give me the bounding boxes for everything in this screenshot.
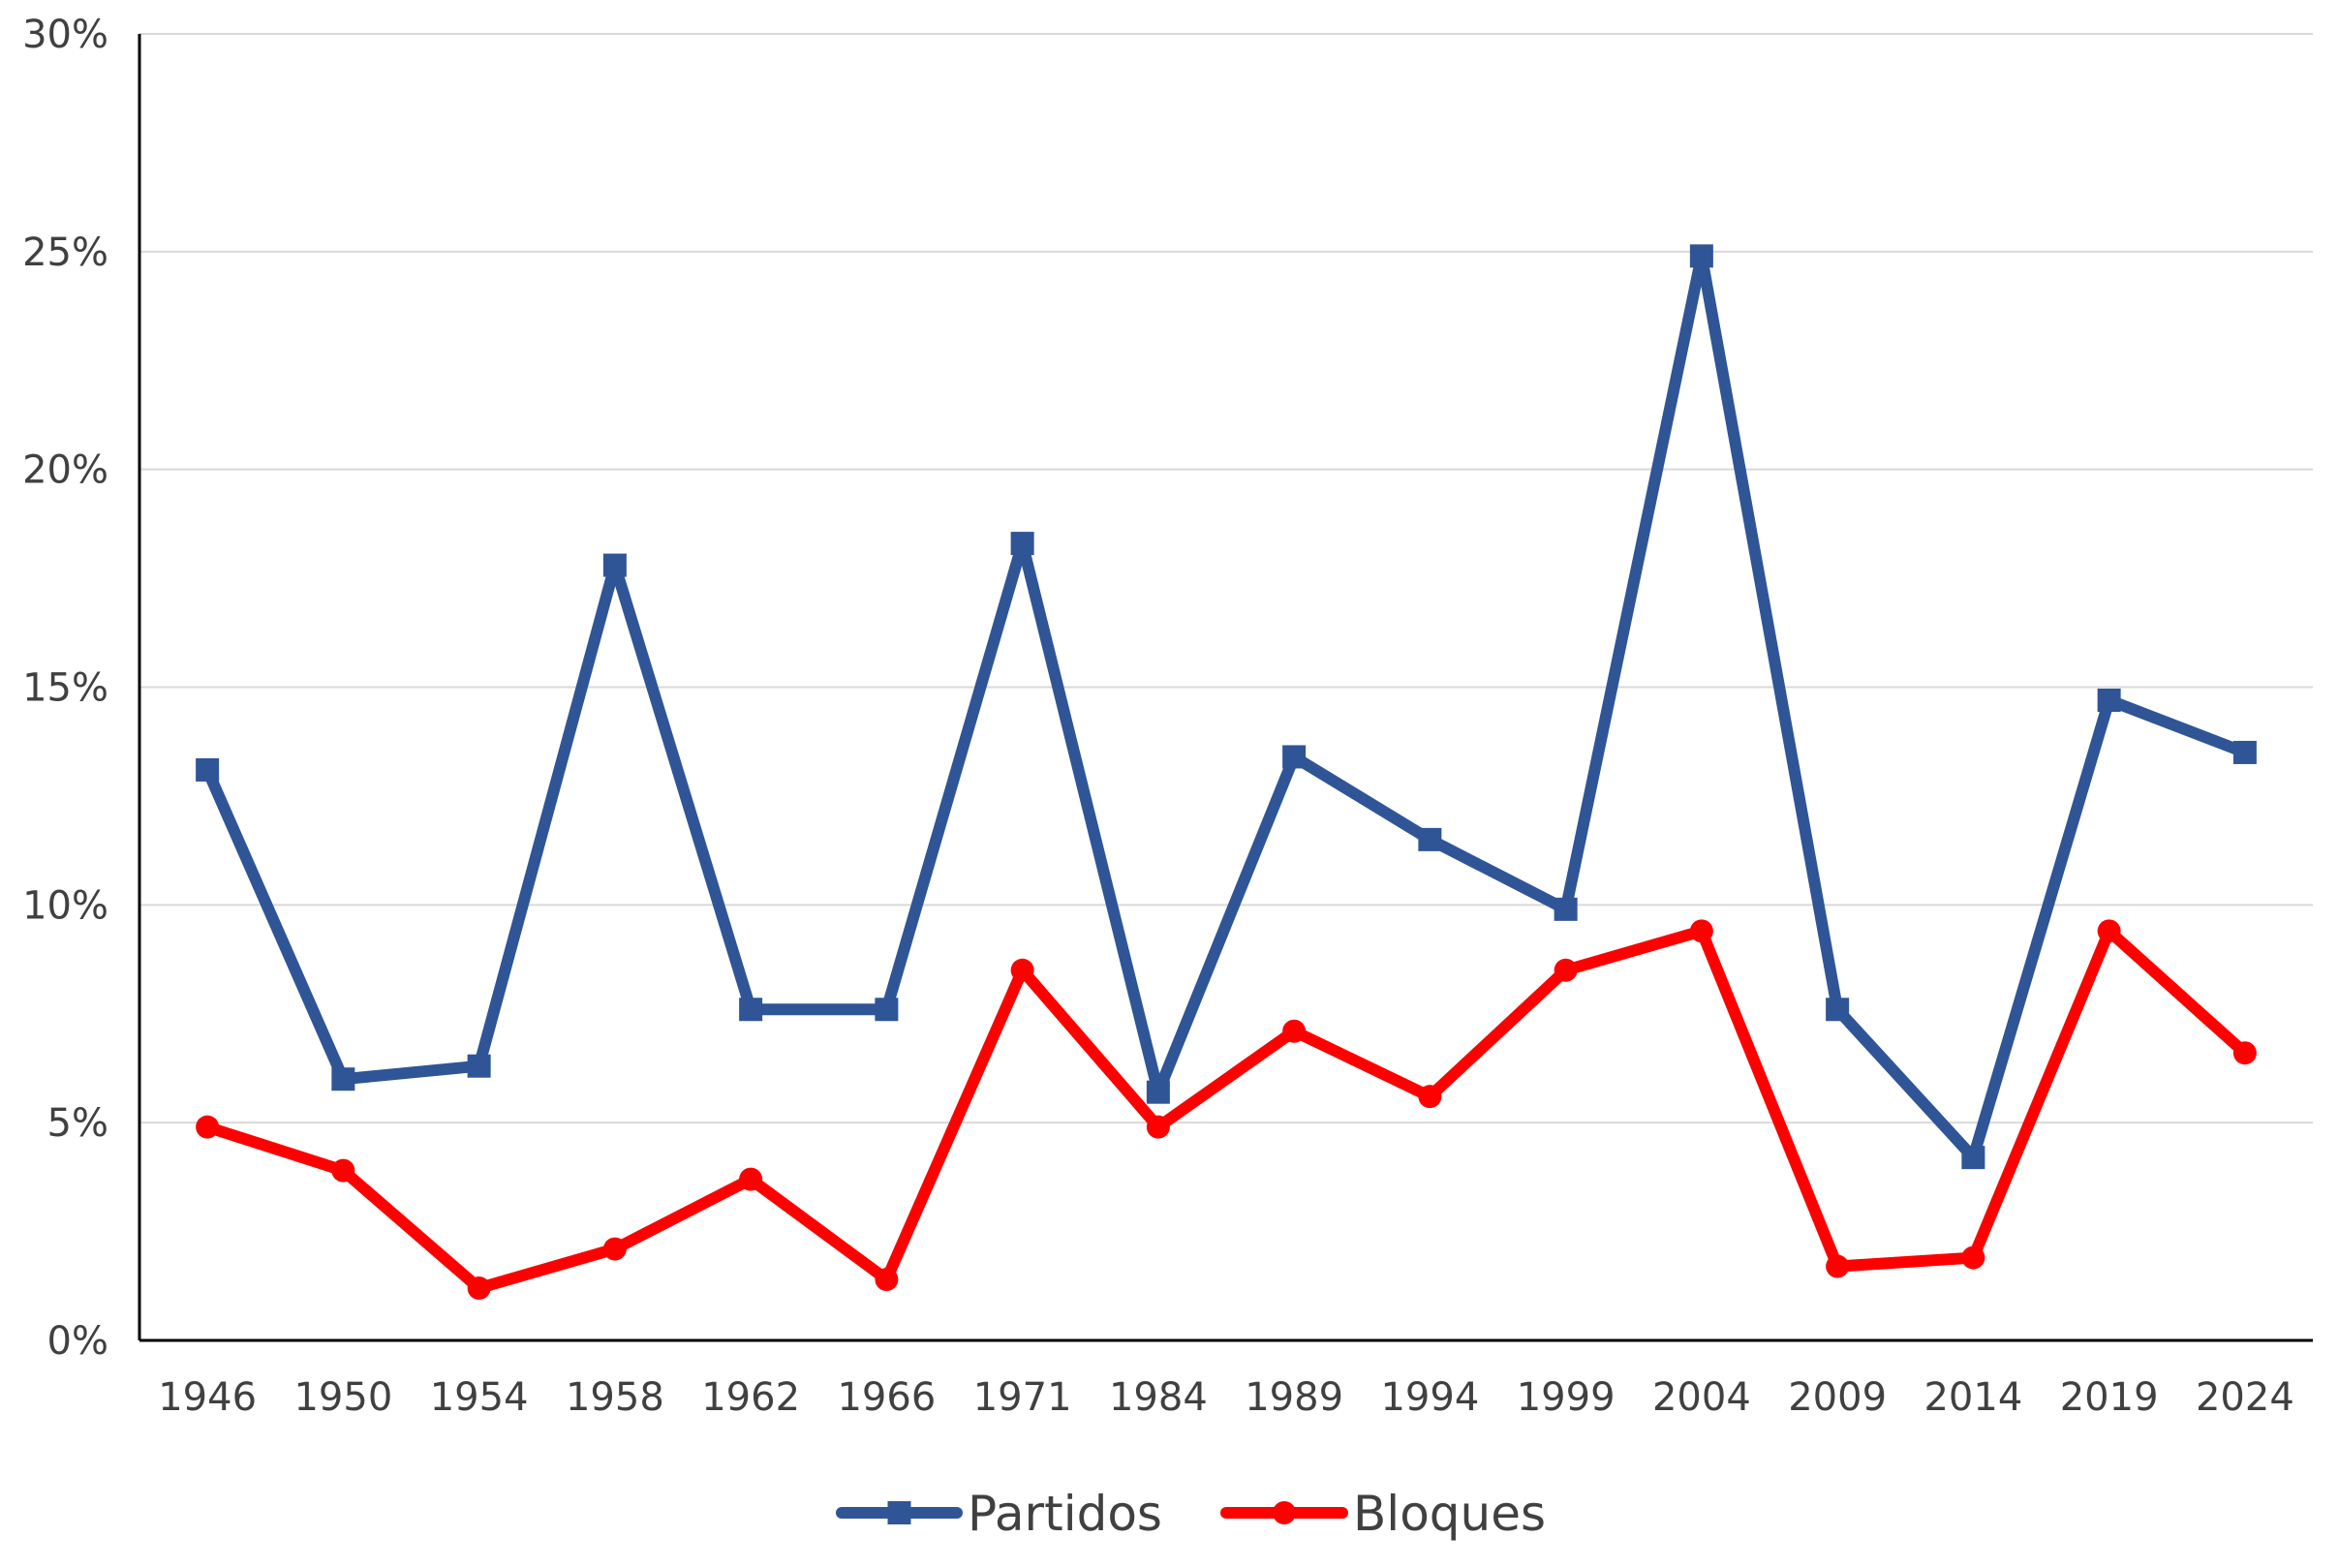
series-line-partidos — [201, 250, 2251, 1164]
y-tick-label: 5% — [47, 1101, 108, 1146]
data-point-partidos — [196, 757, 220, 782]
data-point-partidos — [1010, 532, 1034, 556]
data-point-bloques — [875, 1268, 899, 1292]
y-tick-label: 25% — [22, 231, 108, 275]
x-tick-label: 1999 — [1517, 1375, 1616, 1420]
legend-label: Partidos — [968, 1486, 1162, 1542]
axes — [138, 34, 2313, 1342]
data-point-bloques — [1010, 958, 1034, 982]
data-point-partidos — [2232, 740, 2257, 764]
data-point-partidos — [1689, 244, 1713, 268]
x-tick-label: 1994 — [1380, 1375, 1479, 1420]
data-point-bloques — [196, 1115, 220, 1139]
x-tick-label: 1962 — [701, 1375, 800, 1420]
data-point-bloques — [1826, 1254, 1850, 1278]
data-point-partidos — [602, 553, 627, 577]
series — [196, 244, 2257, 1301]
data-point-partidos — [1146, 1080, 1170, 1104]
data-point-bloques — [2232, 1041, 2257, 1065]
data-point-partidos — [1554, 897, 1578, 921]
legend: Partidos Bloques — [836, 1486, 1546, 1542]
series-partidos — [196, 244, 2257, 1170]
data-point-bloques — [1554, 958, 1578, 982]
legend-label: Bloques — [1353, 1486, 1546, 1542]
x-tick-label: 2019 — [2060, 1375, 2159, 1420]
data-point-bloques — [1689, 919, 1713, 943]
x-tick-label: 1954 — [430, 1375, 529, 1420]
gridlines — [139, 33, 2313, 1124]
x-tick-label: 1950 — [293, 1375, 392, 1420]
x-tick-label: 1958 — [566, 1375, 664, 1420]
data-point-partidos — [739, 998, 763, 1022]
y-tick-label: 15% — [22, 666, 108, 711]
x-tick-labels: 1946 1950 1954 1958 1962 1966 1971 1984 1989 1994… — [158, 1375, 2294, 1420]
data-point-partidos — [1282, 745, 1307, 769]
series-bloques — [196, 919, 2257, 1301]
data-point-partidos — [467, 1054, 491, 1078]
data-point-bloques — [1961, 1245, 1985, 1270]
x-tick-label: 1984 — [1109, 1375, 1208, 1420]
data-point-partidos — [1418, 827, 1442, 851]
x-tick-label: 1989 — [1245, 1375, 1343, 1420]
data-point-bloques — [1146, 1115, 1170, 1139]
x-tick-label: 2009 — [1788, 1375, 1887, 1420]
data-point-bloques — [467, 1276, 491, 1301]
y-tick-labels: 0% 5% 10% 15% 20% 25% 30% — [22, 13, 108, 1364]
legend-swatch-marker — [1273, 1501, 1296, 1524]
x-tick-label: 1966 — [837, 1375, 936, 1420]
data-point-bloques — [739, 1167, 763, 1191]
x-tick-label: 2004 — [1652, 1375, 1751, 1420]
data-point-bloques — [602, 1237, 627, 1261]
legend-item-bloques: Bloques — [1220, 1486, 1546, 1542]
legend-swatch-marker — [887, 1501, 911, 1524]
data-point-partidos — [331, 1067, 355, 1091]
x-tick-label: 2024 — [2196, 1375, 2294, 1420]
data-point-bloques — [331, 1158, 355, 1183]
legend-item-partidos: Partidos — [836, 1486, 1162, 1542]
data-point-partidos — [1961, 1146, 1985, 1170]
data-point-partidos — [2097, 688, 2121, 712]
x-tick-label: 2014 — [1924, 1375, 2022, 1420]
data-point-bloques — [1282, 1019, 1307, 1043]
y-tick-label: 20% — [22, 448, 108, 493]
data-point-partidos — [875, 998, 899, 1022]
y-tick-label: 30% — [22, 13, 108, 57]
x-tick-label: 1971 — [973, 1375, 1072, 1420]
data-point-bloques — [1418, 1085, 1442, 1109]
data-point-bloques — [2097, 919, 2121, 943]
data-point-partidos — [1826, 998, 1850, 1022]
y-tick-label: 10% — [22, 883, 108, 928]
series-line-bloques — [201, 925, 2251, 1295]
y-tick-label: 0% — [47, 1319, 108, 1364]
x-tick-label: 1946 — [158, 1375, 257, 1420]
